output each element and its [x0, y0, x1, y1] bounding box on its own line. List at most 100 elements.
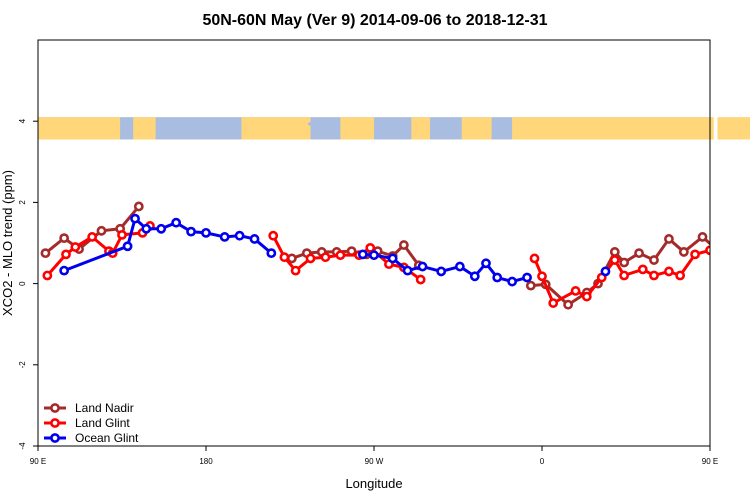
- data-point: [492, 272, 503, 283]
- data-point: [305, 253, 316, 264]
- data-point: [290, 265, 301, 276]
- world-map-strip: [38, 117, 750, 140]
- data-point: [133, 201, 144, 212]
- data-point: [649, 270, 659, 281]
- data-point: [96, 225, 107, 236]
- y-tick-label: -2: [18, 361, 27, 369]
- legend-swatch-marker: [50, 433, 60, 443]
- y-tick-label: 2: [18, 200, 27, 205]
- data-point: [130, 213, 140, 224]
- data-point: [70, 242, 81, 252]
- legend-label: Land Glint: [75, 416, 130, 430]
- map-water: [307, 121, 321, 127]
- data-point: [171, 217, 182, 228]
- data-point: [335, 250, 346, 261]
- data-point: [744, 227, 750, 234]
- data-point: [619, 257, 630, 268]
- data-point: [740, 250, 747, 257]
- x-tick-label: 90 E: [30, 457, 46, 466]
- data-point: [417, 261, 428, 272]
- series-line: [63, 217, 273, 273]
- data-point: [678, 247, 689, 257]
- series-line: [744, 219, 750, 245]
- data-point: [268, 230, 279, 241]
- data-point: [664, 266, 674, 277]
- data-point: [266, 248, 277, 259]
- series-land-glint: [42, 221, 747, 308]
- data-point: [415, 274, 426, 285]
- map-water: [442, 123, 452, 129]
- data-point: [201, 227, 211, 238]
- data-point: [387, 253, 398, 264]
- data-point: [697, 232, 708, 242]
- map-land: [411, 117, 430, 140]
- map-land: [542, 117, 714, 140]
- data-point: [548, 298, 559, 308]
- x-axis: 90 E 180 90 W 0 90 E: [30, 446, 718, 466]
- map-land: [717, 117, 750, 140]
- data-point: [537, 271, 547, 282]
- data-point: [721, 227, 728, 234]
- data-point: [40, 248, 51, 259]
- series-line: [533, 247, 710, 305]
- data-point: [664, 234, 674, 244]
- legend-label: Ocean Glint: [75, 431, 139, 445]
- legend-swatch-marker: [50, 418, 60, 428]
- legend-item: Land Nadir: [44, 401, 134, 415]
- x-tick-label: 90 E: [702, 457, 718, 466]
- data-point: [705, 245, 710, 256]
- data-point: [436, 266, 447, 277]
- x-tick-label: 180: [199, 457, 213, 466]
- data-point: [637, 264, 648, 275]
- map-land: [512, 117, 542, 140]
- data-point: [469, 271, 480, 282]
- map-water: [160, 122, 170, 128]
- data-point: [529, 253, 540, 264]
- data-point: [522, 272, 532, 283]
- map-water: [391, 125, 402, 131]
- data-point: [279, 252, 290, 263]
- data-point: [234, 230, 245, 241]
- legend-item: Ocean Glint: [44, 431, 139, 445]
- data-point: [609, 247, 620, 257]
- map-land: [461, 117, 492, 140]
- data-point: [690, 249, 700, 260]
- map-land: [340, 117, 374, 140]
- data-point: [117, 229, 127, 240]
- map-land: [38, 117, 121, 140]
- data-point: [402, 265, 413, 276]
- chart-title: 50N-60N May (Ver 9) 2014-09-06 to 2018-1…: [202, 12, 547, 29]
- data-point: [156, 223, 167, 234]
- map-land: [133, 117, 156, 140]
- data-point: [714, 247, 721, 254]
- legend-swatch-marker: [50, 403, 60, 413]
- data-point: [141, 223, 152, 234]
- y-axis: -4 -2 0 2 4: [18, 118, 38, 450]
- y-tick-label: 0: [18, 281, 27, 286]
- y-tick-label: -4: [18, 442, 27, 450]
- data-point: [59, 265, 70, 276]
- plot-frame: [37, 39, 711, 447]
- y-tick-label: 4: [18, 118, 27, 123]
- data-point: [219, 232, 230, 242]
- x-axis-label: Longitude: [345, 476, 402, 491]
- x-tick-label: 90 W: [365, 457, 384, 466]
- data-point: [740, 241, 747, 248]
- data-point: [733, 233, 740, 240]
- data-point: [357, 249, 368, 260]
- series-layer: [40, 201, 750, 310]
- data-point: [634, 248, 644, 259]
- map-water: [318, 130, 329, 136]
- data-point: [398, 240, 409, 250]
- data-point: [59, 233, 70, 244]
- data-point: [649, 255, 659, 265]
- data-point: [454, 261, 465, 272]
- legend-item: Land Glint: [44, 416, 130, 430]
- y-axis-label: XCO2 - MLO trend (ppm): [0, 170, 15, 316]
- data-point: [481, 258, 491, 269]
- map-land: [241, 117, 311, 140]
- data-point: [609, 255, 620, 265]
- data-point: [42, 270, 53, 281]
